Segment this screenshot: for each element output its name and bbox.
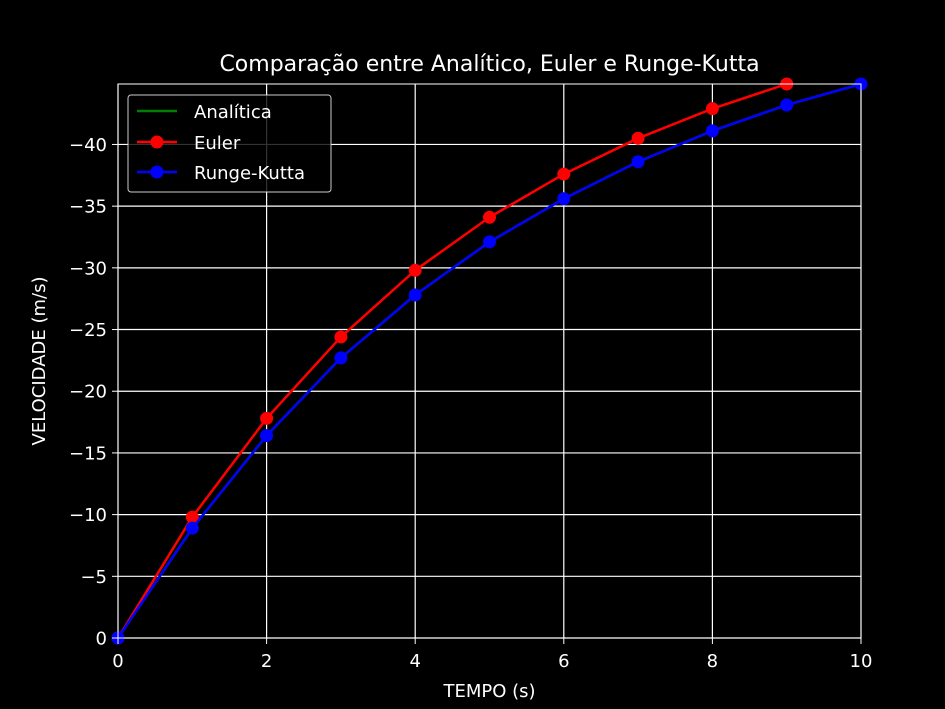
data-point-runge-kutta — [334, 351, 348, 365]
data-point-runge-kutta — [631, 155, 645, 169]
x-tick-label: 2 — [261, 651, 272, 672]
x-tick-label: 4 — [409, 651, 420, 672]
x-tick-label: 10 — [850, 651, 873, 672]
y-tick-label: 0 — [96, 629, 107, 650]
y-tick-label: −20 — [69, 382, 107, 403]
axis-ticks: 0 2 4 6 8 10 0 −5 −10 −15 −20 −25 −30 −35 −40 — [69, 135, 872, 672]
y-tick-label: −5 — [80, 567, 107, 588]
plot-frame — [117, 83, 862, 639]
data-point-runge-kutta — [557, 192, 571, 206]
x-tick-label: 8 — [707, 651, 718, 672]
data-point-runge-kutta — [483, 235, 496, 249]
legend: Analítica Euler Runge-Kutta — [127, 94, 332, 193]
x-axis-label: TEMPO (s) — [442, 681, 535, 702]
data-point-euler — [260, 411, 274, 425]
data-point-runge-kutta — [185, 521, 199, 535]
legend-label-analitica: Analítica — [194, 102, 272, 123]
data-point-euler — [185, 510, 199, 524]
y-tick-label: −35 — [69, 197, 107, 218]
data-point-euler — [408, 263, 422, 277]
data-point-runge-kutta — [780, 98, 794, 112]
x-tick-label: 0 — [112, 651, 123, 672]
grid — [117, 84, 862, 639]
data-point-euler — [705, 102, 719, 116]
series-line-euler — [116, 82, 788, 639]
chart-title: Comparação entre Analítico, Euler e Rung… — [219, 52, 759, 77]
y-tick-label: −15 — [69, 443, 107, 464]
y-tick-label: −25 — [69, 320, 107, 341]
legend-marker-runge-kutta — [150, 165, 164, 179]
y-tick-label: −30 — [69, 258, 107, 279]
y-axis-label: VELOCIDADE (m/s) — [29, 277, 50, 446]
y-tick-label: −10 — [69, 505, 107, 526]
legend-box — [127, 94, 332, 193]
data-point-runge-kutta — [260, 429, 274, 443]
x-tick-label: 6 — [558, 651, 569, 672]
data-point-euler — [334, 330, 348, 344]
data-point-euler — [631, 131, 645, 145]
legend-marker-euler — [150, 135, 164, 149]
legend-label-euler: Euler — [194, 133, 241, 154]
y-tick-label: −40 — [69, 135, 107, 156]
data-point-runge-kutta — [705, 124, 719, 138]
data-point-euler — [483, 210, 496, 224]
data-point-runge-kutta — [408, 288, 422, 302]
data-point-euler — [557, 167, 571, 181]
legend-label-runge-kutta: Runge-Kutta — [194, 163, 305, 184]
